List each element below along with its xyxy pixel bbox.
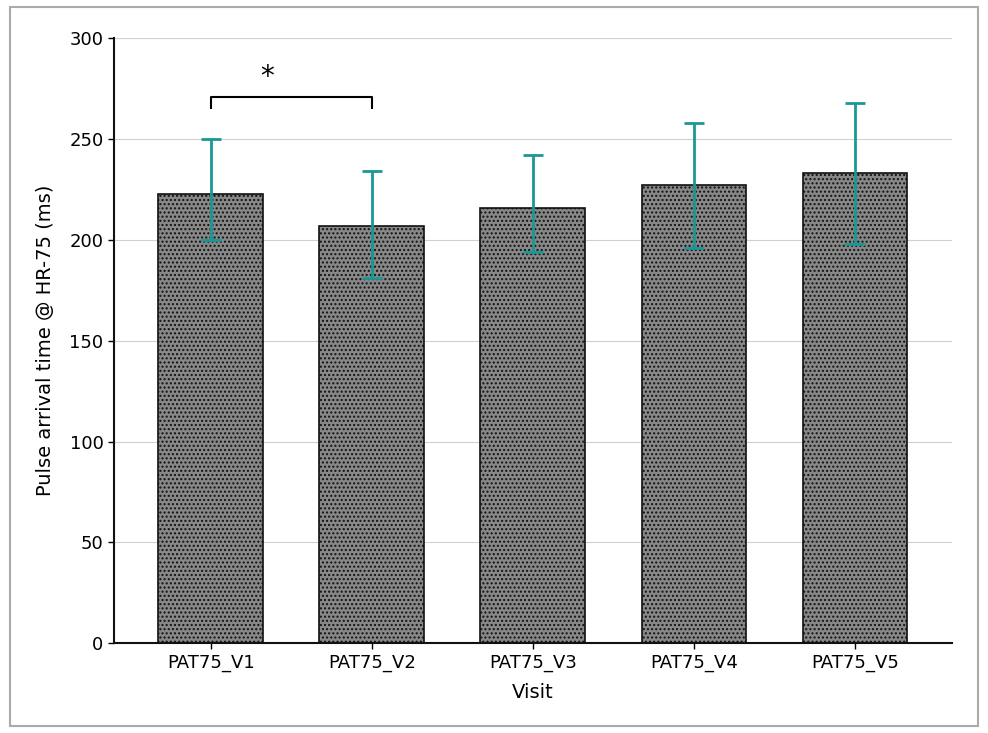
Text: *: * (260, 63, 274, 91)
Bar (480, 207, 585, 643)
Bar (158, 194, 263, 643)
Bar (802, 174, 907, 643)
X-axis label: Visit: Visit (512, 682, 553, 701)
Bar (319, 226, 424, 643)
Y-axis label: Pulse arrival time @ HR-75 (ms): Pulse arrival time @ HR-75 (ms) (37, 185, 55, 496)
Bar (641, 185, 746, 643)
